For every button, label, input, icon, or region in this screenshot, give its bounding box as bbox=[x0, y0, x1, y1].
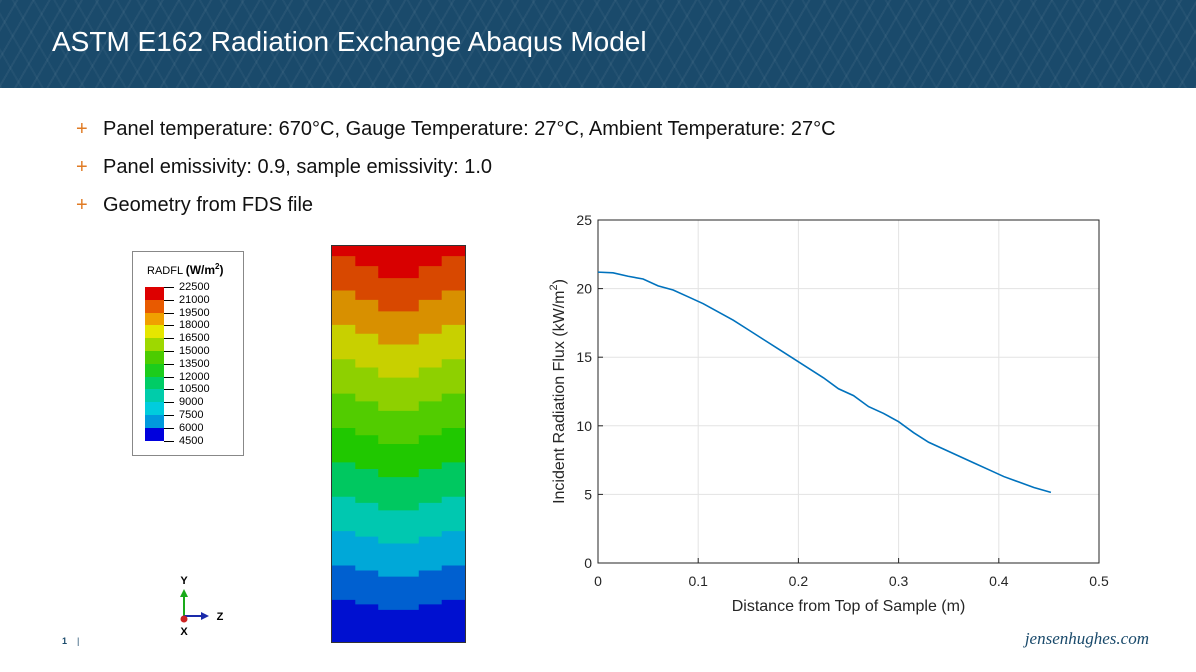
y-axis-label: Incident Radiation Flux (kW/m2) bbox=[548, 279, 568, 504]
x-tick-label: 0.2 bbox=[789, 573, 809, 589]
legend-unit-exponent: 2 bbox=[215, 262, 220, 271]
x-tick-label: 0.1 bbox=[688, 573, 708, 589]
x-tick-label: 0.5 bbox=[1089, 573, 1109, 589]
legend-value: 15000 bbox=[179, 345, 210, 357]
plus-icon: + bbox=[76, 156, 88, 178]
y-tick-label: 0 bbox=[584, 555, 592, 571]
x-tick-label: 0 bbox=[594, 573, 602, 589]
radfl-legend: RADFL (W/m2) 22500 21000 19500 18000 16500 15… bbox=[132, 251, 244, 456]
y-tick-label: 15 bbox=[576, 349, 592, 365]
radiation-contour-plot bbox=[331, 245, 466, 643]
legend-value: 4500 bbox=[179, 434, 204, 447]
legend-tick bbox=[164, 389, 174, 391]
triad-z-label: Z bbox=[217, 611, 224, 623]
bullet-text: Panel temperature: 670°C, Gauge Temperat… bbox=[103, 118, 836, 140]
legend-tick bbox=[164, 338, 174, 340]
legend-tick bbox=[164, 402, 174, 404]
x-tick-label: 0.3 bbox=[889, 573, 909, 589]
legend-value: 12000 bbox=[179, 370, 210, 383]
triad-z-arrowhead bbox=[201, 612, 209, 620]
triad-x-label: X bbox=[180, 626, 188, 638]
bullet-text: Geometry from FDS file bbox=[103, 194, 314, 216]
bullet-item: + Geometry from FDS file bbox=[76, 194, 836, 232]
legend-swatch bbox=[145, 363, 164, 377]
brand-url: jensenhughes.com bbox=[1024, 629, 1149, 648]
plus-icon: + bbox=[76, 118, 88, 140]
plot-area bbox=[597, 219, 1100, 564]
legend-value: 13500 bbox=[179, 357, 210, 370]
legend-tick bbox=[164, 427, 174, 429]
legend-tick bbox=[164, 287, 174, 288]
legend-value: 10500 bbox=[179, 383, 210, 396]
legend-swatch bbox=[145, 325, 164, 339]
triad-y-label: Y bbox=[180, 575, 188, 587]
legend-unit-close: ) bbox=[219, 263, 224, 277]
title-banner: ASTM E162 Radiation Exchange Abaqus Mode… bbox=[0, 0, 1196, 88]
page-number: 1 bbox=[62, 636, 68, 646]
flux-series-line bbox=[597, 271, 1052, 494]
legend-swatch bbox=[145, 299, 164, 313]
legend-swatch bbox=[145, 312, 164, 326]
plus-icon: + bbox=[76, 194, 88, 216]
contour-frame bbox=[331, 245, 466, 643]
legend-swatch bbox=[145, 351, 164, 364]
legend-value: 18000 bbox=[179, 319, 210, 332]
legend-unit: (W/m bbox=[185, 263, 216, 277]
legend-value: 7500 bbox=[179, 409, 204, 421]
legend-value: 16500 bbox=[179, 332, 210, 345]
legend-value: 6000 bbox=[179, 421, 204, 434]
y-axis-label-text: Incident Radiation Flux (kW/m bbox=[551, 291, 568, 504]
bullet-list: + Panel temperature: 670°C, Gauge Tempera… bbox=[76, 118, 836, 232]
y-tick-label: 10 bbox=[576, 418, 592, 434]
legend-swatch bbox=[145, 389, 164, 403]
x-axis-label: Distance from Top of Sample (m) bbox=[732, 598, 966, 615]
legend-swatch bbox=[145, 415, 164, 428]
legend-tick bbox=[164, 440, 174, 442]
legend-value: 22500 bbox=[179, 281, 210, 293]
plot-border bbox=[597, 219, 1100, 564]
triad-x-dot bbox=[180, 615, 188, 623]
legend-tick bbox=[164, 415, 174, 416]
y-tick-label: 20 bbox=[576, 281, 592, 297]
legend-tick bbox=[164, 325, 174, 327]
y-axis-label-close: ) bbox=[551, 279, 568, 284]
legend-tick bbox=[164, 363, 174, 365]
bullet-item: + Panel temperature: 670°C, Gauge Tempera… bbox=[76, 118, 836, 156]
y-tick-label: 5 bbox=[584, 486, 592, 502]
triad-y-arrowhead bbox=[180, 589, 188, 597]
x-tick-label: 0.4 bbox=[989, 573, 1009, 589]
legend-swatch bbox=[145, 376, 164, 390]
contour-band bbox=[331, 245, 466, 279]
legend-swatch bbox=[145, 427, 164, 441]
legend-value: 9000 bbox=[179, 396, 204, 409]
legend-title: RADFL (W/m2) bbox=[147, 262, 224, 277]
slide-title: ASTM E162 Radiation Exchange Abaqus Mode… bbox=[52, 26, 647, 57]
legend-value: 19500 bbox=[179, 306, 210, 319]
legend-value: 21000 bbox=[179, 293, 210, 306]
flux-line-chart: 0 0.1 0.2 0.3 0.4 0.5 0 5 10 15 20 25 Distance from … bbox=[548, 212, 1109, 615]
footer-separator: | bbox=[77, 636, 80, 646]
axis-triad: Y Z X bbox=[180, 575, 224, 638]
bullet-item: + Panel emissivity: 0.9, sample emissivit… bbox=[76, 156, 836, 194]
legend-tick bbox=[164, 376, 174, 378]
y-axis-label-exponent: 2 bbox=[548, 284, 560, 290]
legend-tick bbox=[164, 351, 174, 352]
legend-tick bbox=[164, 299, 174, 301]
y-tick-label: 25 bbox=[576, 212, 592, 228]
legend-swatch bbox=[145, 338, 164, 351]
legend-tick bbox=[164, 312, 174, 314]
legend-variable: RADFL bbox=[147, 265, 183, 277]
legend-swatch bbox=[145, 287, 164, 300]
bullet-text: Panel emissivity: 0.9, sample emissivity… bbox=[103, 156, 493, 178]
legend-swatch bbox=[145, 402, 164, 415]
